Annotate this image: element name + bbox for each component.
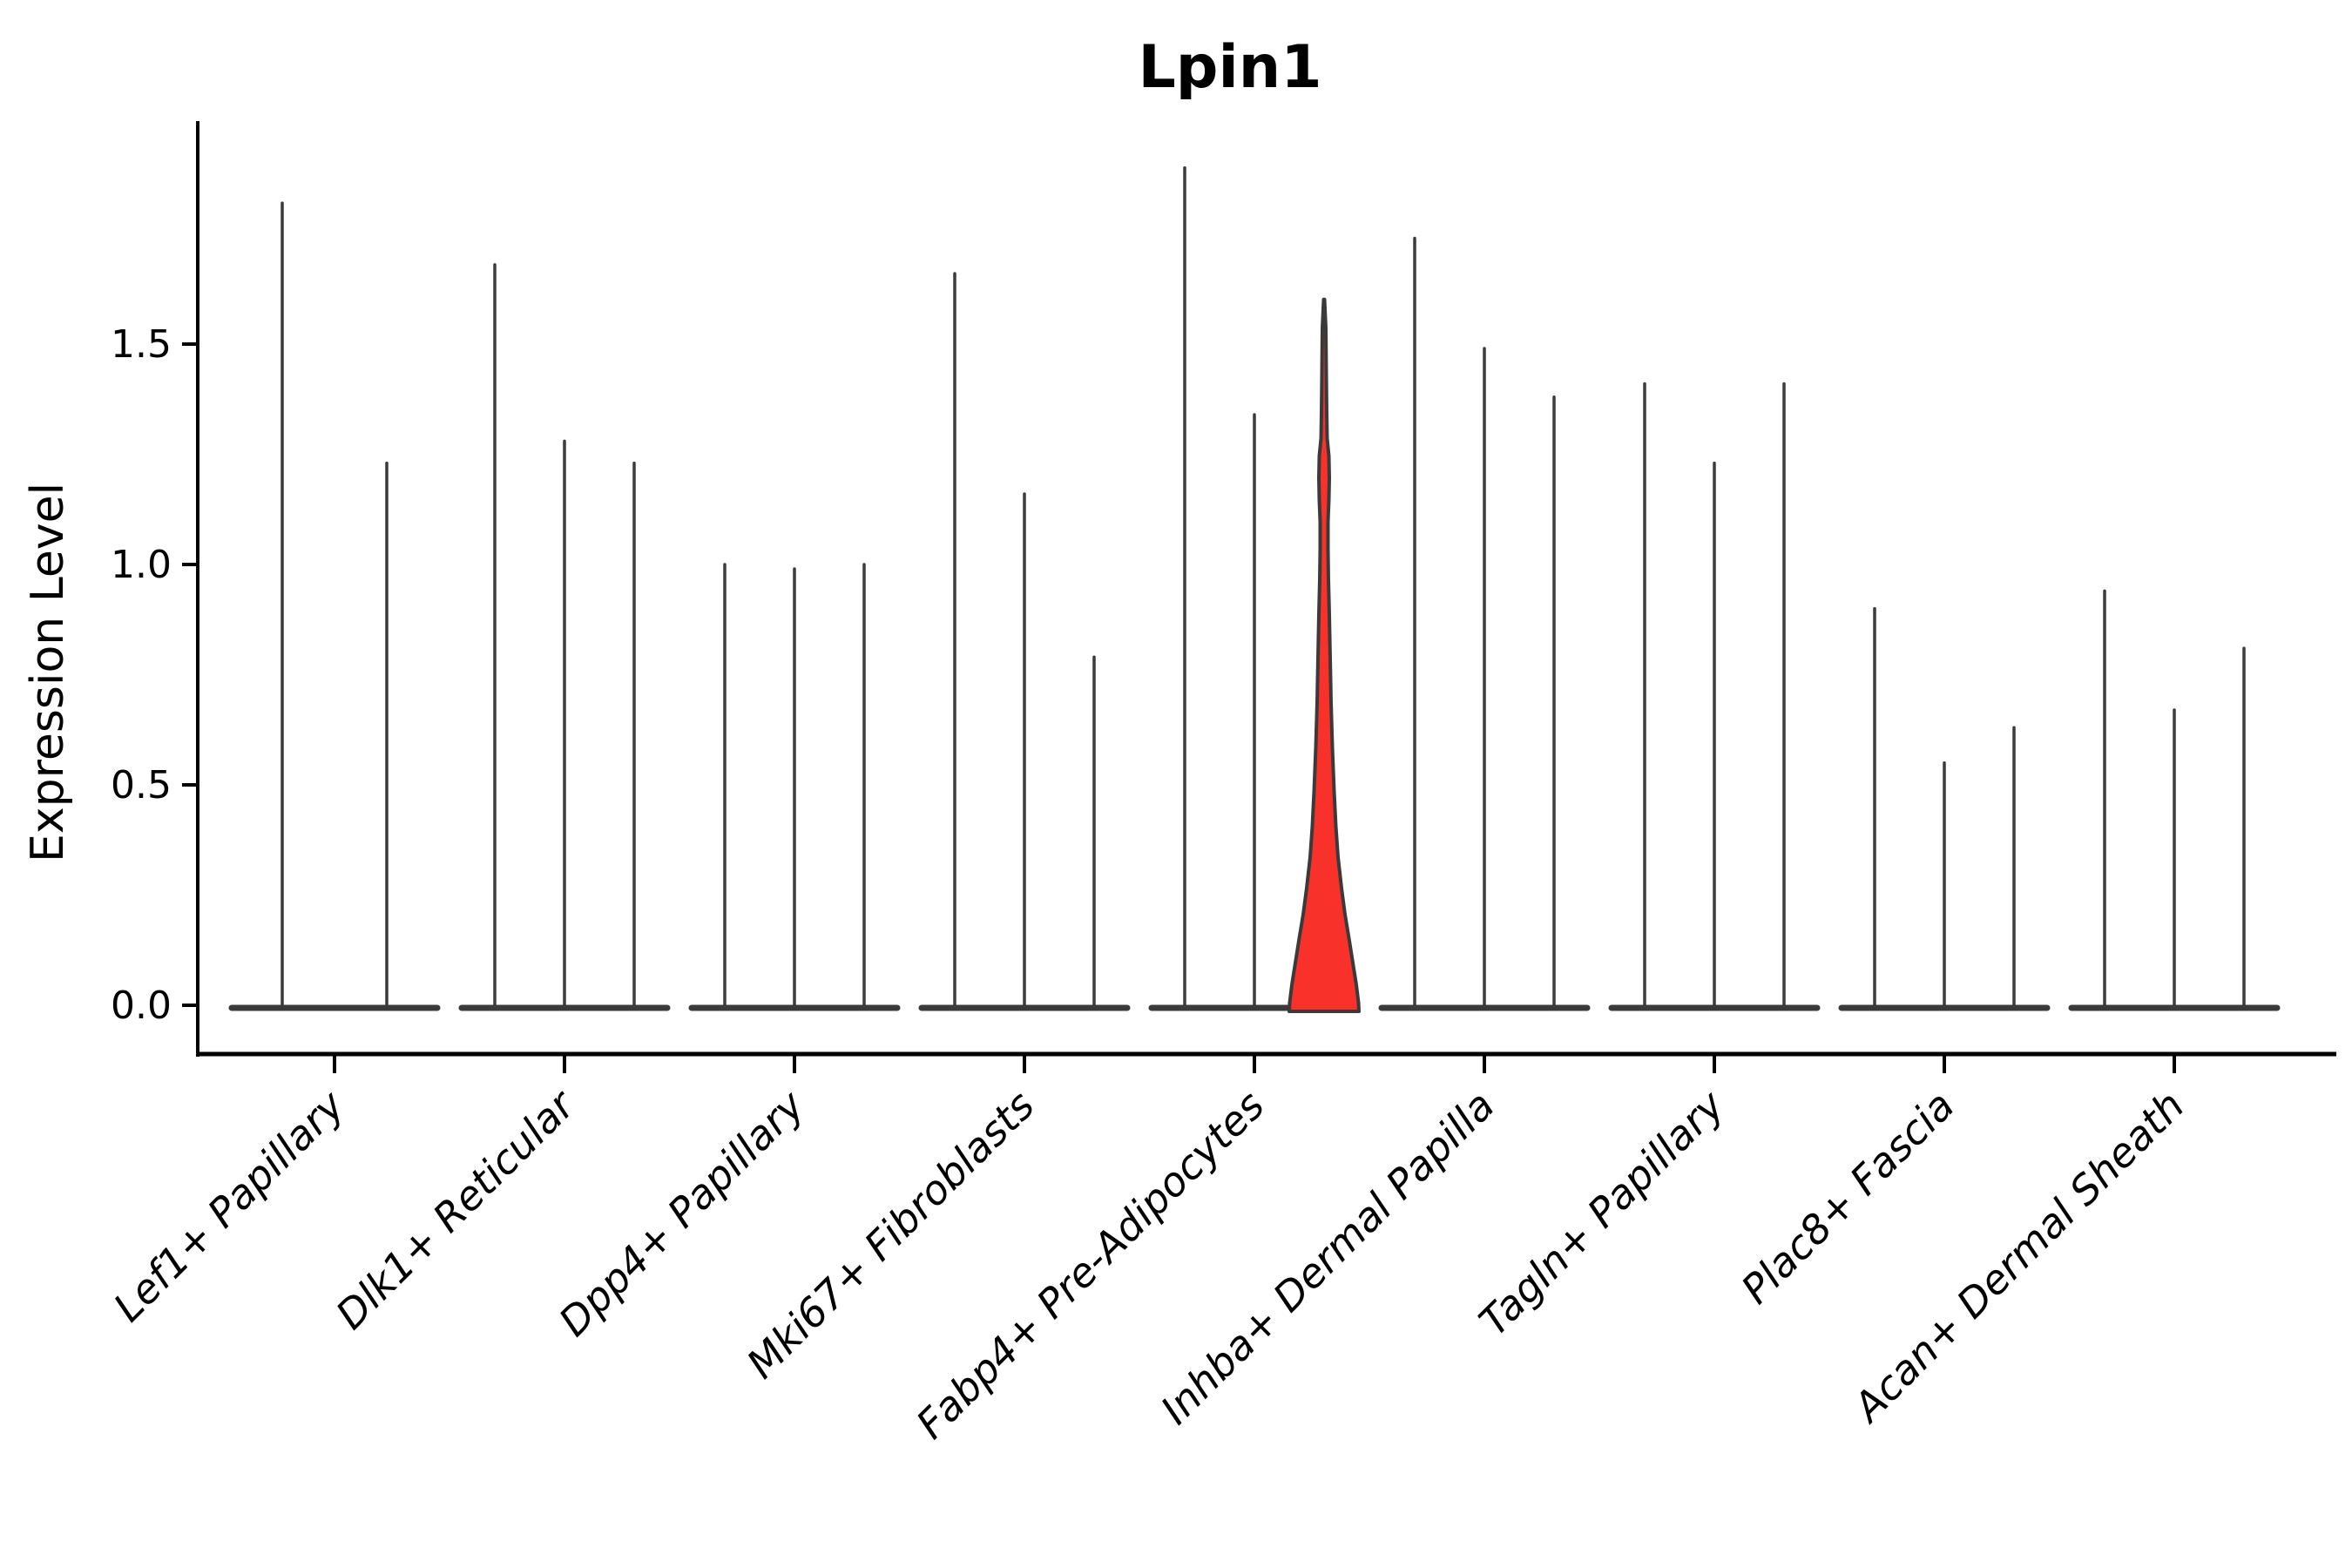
- y-axis-label: Expression Level: [22, 483, 74, 862]
- y-tick-label: 1.5: [111, 322, 172, 367]
- y-tick-label: 0.5: [111, 763, 172, 808]
- y-tick-label: 0.0: [111, 983, 172, 1028]
- chart-title: Lpin1: [1138, 33, 1321, 102]
- y-tick-label: 1.0: [111, 543, 172, 587]
- highlighted-violin: [1288, 297, 1361, 1013]
